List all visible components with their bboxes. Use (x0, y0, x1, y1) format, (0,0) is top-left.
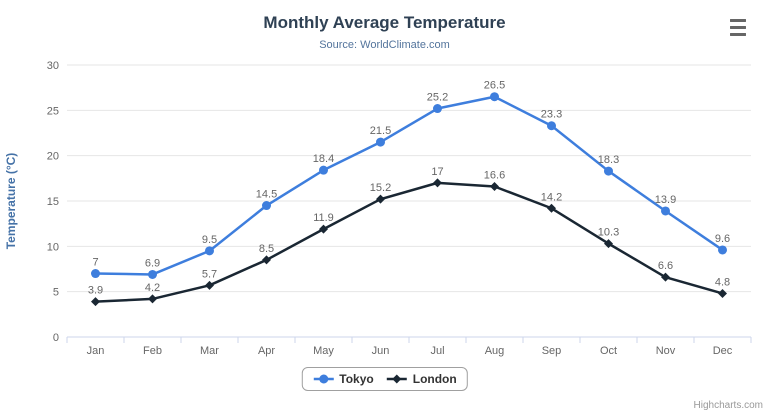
y-axis-tick-label: 10 (47, 241, 59, 253)
point-london-apr[interactable] (262, 255, 271, 265)
data-label-london-oct: 10.3 (598, 227, 619, 239)
data-label-london-may: 11.9 (313, 212, 334, 224)
data-label-tokyo-oct: 18.3 (598, 154, 619, 166)
y-axis-tick-label: 15 (47, 196, 59, 208)
point-tokyo-jun[interactable] (376, 137, 385, 147)
point-london-nov[interactable] (661, 272, 670, 282)
y-axis-tick-label: 0 (53, 332, 59, 344)
x-axis-category-label: Sep (542, 345, 562, 357)
y-axis-tick-label: 5 (53, 287, 59, 299)
chart-subtitle: Source: WorldClimate.com (319, 39, 450, 51)
data-label-tokyo-aug: 26.5 (484, 80, 505, 92)
legend: Tokyo London (301, 367, 468, 391)
data-label-tokyo-feb: 6.9 (145, 257, 160, 269)
context-menu-button[interactable] (730, 19, 746, 36)
data-label-london-aug: 16.6 (484, 169, 505, 181)
data-label-london-apr: 8.5 (259, 243, 274, 255)
x-axis-category-label: May (313, 345, 334, 357)
x-axis-category-label: Apr (258, 345, 275, 357)
y-axis-tick-label: 30 (47, 60, 59, 72)
legend-item-tokyo[interactable]: Tokyo (312, 372, 374, 386)
data-label-tokyo-jun: 21.5 (370, 125, 391, 137)
point-london-oct[interactable] (604, 239, 613, 249)
data-label-tokyo-may: 18.4 (313, 153, 334, 165)
series-line-tokyo (94, 95, 724, 276)
x-axis-category-label: Dec (713, 345, 733, 357)
x-axis-category-label: Jan (87, 345, 105, 357)
point-tokyo-jul[interactable] (433, 104, 442, 114)
hamburger-menu-icon (730, 26, 746, 29)
point-tokyo-oct[interactable] (604, 166, 613, 176)
hamburger-menu-icon (730, 33, 746, 36)
point-tokyo-nov[interactable] (661, 206, 670, 216)
x-axis-category-label: Jul (430, 345, 444, 357)
point-london-dec[interactable] (718, 288, 727, 298)
point-tokyo-may[interactable] (319, 165, 328, 175)
point-london-sep[interactable] (547, 203, 556, 213)
point-tokyo-feb[interactable] (148, 269, 157, 279)
circle-marker-icon (313, 374, 334, 384)
y-axis-tick-label: 20 (47, 151, 59, 163)
credits-link[interactable]: Highcharts.com (693, 400, 763, 411)
data-label-london-jul: 17 (431, 166, 443, 178)
x-axis-category-label: Jun (372, 345, 390, 357)
chart-title: Monthly Average Temperature (263, 13, 506, 32)
point-tokyo-mar[interactable] (205, 246, 214, 256)
data-label-london-feb: 4.2 (145, 282, 160, 294)
x-axis-category-label: Nov (656, 345, 676, 357)
x-axis-category-label: Feb (143, 345, 162, 357)
series-line-london (94, 181, 724, 303)
point-london-feb[interactable] (148, 294, 157, 304)
x-axis-category-label: Oct (600, 345, 617, 357)
data-label-london-jun: 15.2 (370, 182, 391, 194)
legend-label-london: London (412, 372, 457, 386)
data-label-london-nov: 6.6 (658, 260, 673, 272)
y-axis-tick-label: 25 (47, 105, 59, 117)
data-label-tokyo-dec: 9.6 (715, 233, 730, 245)
x-axis-category-label: Mar (200, 345, 219, 357)
hamburger-menu-icon (730, 19, 746, 22)
point-tokyo-dec[interactable] (718, 245, 727, 255)
point-tokyo-aug[interactable] (490, 92, 499, 102)
data-label-london-jan: 3.9 (88, 285, 103, 297)
point-london-jul[interactable] (433, 178, 442, 188)
data-label-london-mar: 5.7 (202, 268, 217, 280)
point-london-mar[interactable] (205, 280, 214, 290)
data-label-tokyo-mar: 9.5 (202, 234, 217, 246)
point-london-jun[interactable] (376, 194, 385, 204)
data-label-tokyo-sep: 23.3 (541, 109, 562, 121)
data-label-london-sep: 14.2 (541, 191, 562, 203)
point-tokyo-apr[interactable] (262, 201, 271, 211)
data-label-tokyo-jan: 7 (92, 257, 98, 269)
x-axis-category-label: Aug (485, 345, 505, 357)
y-axis-title: Temperature (°C) (4, 153, 18, 250)
point-tokyo-sep[interactable] (547, 121, 556, 131)
point-london-aug[interactable] (490, 181, 499, 191)
point-tokyo-jan[interactable] (91, 269, 100, 279)
data-label-london-dec: 4.8 (715, 276, 730, 288)
data-label-tokyo-jul: 25.2 (427, 92, 448, 104)
data-label-tokyo-nov: 13.9 (655, 194, 676, 206)
point-london-may[interactable] (319, 224, 328, 234)
point-london-jan[interactable] (91, 297, 100, 307)
legend-label-tokyo: Tokyo (339, 372, 374, 386)
legend-item-london[interactable]: London (386, 372, 457, 386)
data-label-tokyo-apr: 14.5 (256, 189, 277, 201)
diamond-marker-icon (386, 374, 407, 384)
